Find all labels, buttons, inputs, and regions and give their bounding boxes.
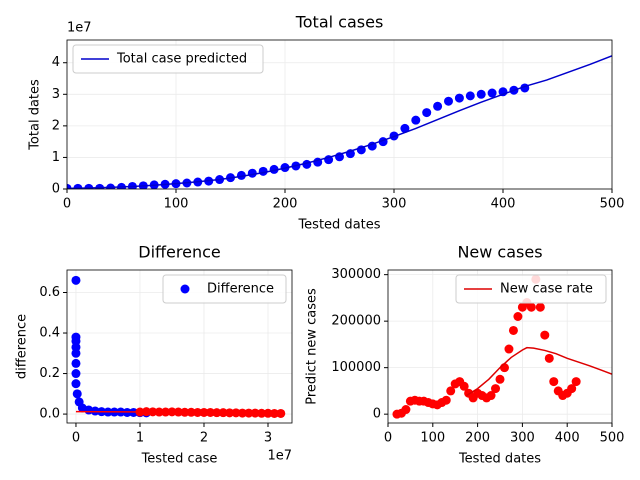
y-tick-label: 0.4 [39,326,60,341]
point [513,312,523,322]
y-axis-label: Total dates [28,79,43,151]
plot-area [67,55,612,189]
x-tick-label: 100 [164,197,189,212]
offset-label: 1e7 [67,21,92,36]
chart-title: Total cases [295,13,384,32]
point [441,395,451,405]
chart-title: Difference [138,243,220,262]
point [544,353,554,363]
x-axis-label: Tested dates [297,218,380,233]
point [549,377,559,387]
point [71,348,81,358]
legend-box [162,274,287,304]
point [465,91,475,101]
series-line [67,55,612,189]
y-tick-label: 1 [52,150,60,165]
point [400,123,410,133]
point [71,275,81,285]
point [237,408,247,418]
legend-box [455,274,607,304]
chart-title: New cases [457,243,542,262]
point [491,384,501,394]
point [486,391,496,401]
x-tick-label: 400 [491,197,516,212]
point [433,101,443,111]
point [72,389,82,399]
series-line [75,410,281,414]
axes-frame [387,269,613,424]
legend-label: Difference [207,282,274,297]
x-tick-label: 400 [555,431,580,446]
point [401,405,411,415]
point [444,96,453,106]
point [422,108,432,118]
point [504,344,514,354]
y-axis-label: Predict new cases [305,288,320,405]
y-axis-label: difference [15,314,30,379]
point [269,408,279,418]
legend-swatch [180,284,190,294]
point [257,408,267,418]
x-tick-label: 300 [382,197,407,212]
x-axis-label: Tested case [141,452,218,467]
y-tick-label: 0.6 [39,285,60,300]
point [540,330,550,340]
x-tick-label: 100 [420,431,445,446]
point [476,89,486,99]
y-tick-label: 100000 [331,360,381,375]
point [454,93,464,103]
point [487,88,497,98]
x-tick-label: 0 [72,431,80,446]
point [71,369,81,379]
y-tick-label: 4 [52,55,60,70]
y-tick-label: 0 [52,182,60,197]
point [71,379,81,389]
x-tick-label: 0 [384,431,392,446]
y-tick-label: 0 [373,407,381,422]
x-tick-label: 500 [600,431,625,446]
offset-label: 1e7 [267,449,292,464]
x-tick-label: 1 [136,431,144,446]
point [571,377,581,387]
x-tick-label: 200 [465,431,490,446]
plot-area [71,275,286,418]
y-tick-label: 2 [52,118,60,133]
x-tick-label: 0 [63,197,71,212]
x-tick-label: 3 [264,431,272,446]
y-tick-label: 0.0 [39,407,60,422]
x-tick-label: 300 [510,431,535,446]
y-tick-label: 300000 [331,267,381,282]
y-tick-label: 0.2 [39,366,60,381]
legend-label: Total case predicted [116,52,247,67]
point [446,386,456,396]
point [263,408,273,418]
x-axis-label: Tested dates [458,452,541,467]
legend-box [72,44,264,74]
axes-frame [66,269,293,424]
axes-frame [66,39,613,190]
point [508,325,518,335]
legend-label: New case rate [500,282,593,297]
series-line [466,346,612,397]
point [411,115,421,125]
point [567,384,577,394]
point [535,302,545,312]
point [276,408,286,418]
point [459,381,469,391]
point [236,170,246,180]
point [71,358,81,368]
x-tick-label: 500 [600,197,625,212]
point [526,302,536,312]
y-tick-label: 3 [52,87,60,102]
point [495,374,505,384]
x-tick-label: 200 [273,197,298,212]
y-tick-label: 200000 [331,314,381,329]
point [269,164,279,174]
x-tick-label: 2 [200,431,208,446]
